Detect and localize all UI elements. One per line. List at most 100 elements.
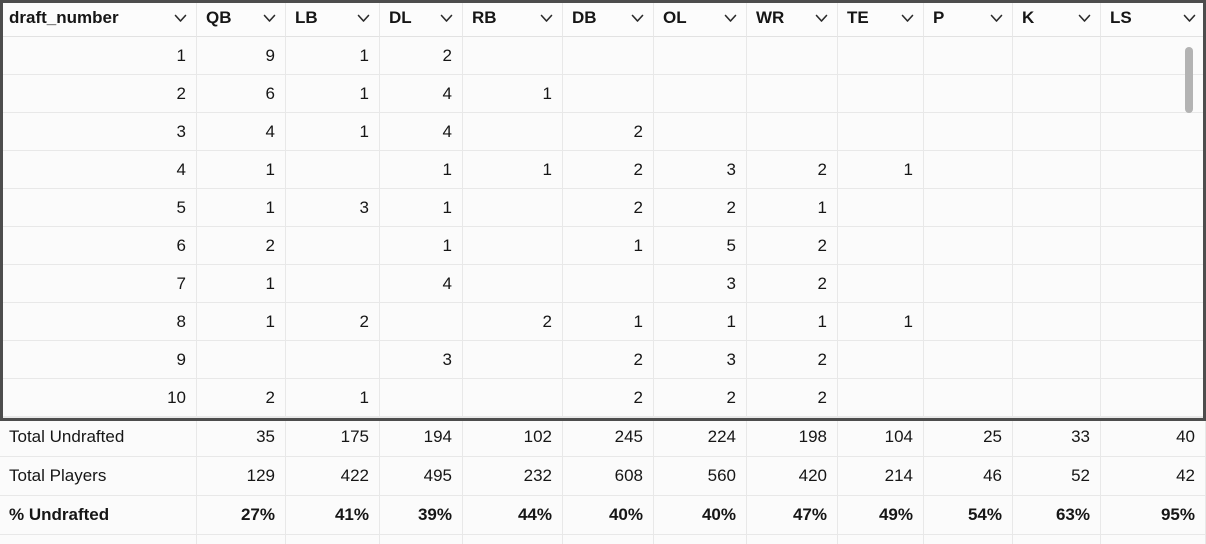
cell[interactable]: 27% [197,496,286,535]
chevron-down-icon[interactable] [357,14,370,23]
cell[interactable]: 63% [1013,496,1101,535]
cell[interactable]: 3 [654,151,747,189]
cell[interactable]: 2 [197,227,286,265]
column-header-draft_number[interactable]: draft_number [0,0,197,37]
cell[interactable]: 4 [380,75,463,113]
cell[interactable] [463,265,563,303]
cell[interactable]: 2 [563,189,654,227]
cell[interactable] [654,75,747,113]
cell[interactable] [838,113,924,151]
cell[interactable]: 25 [924,418,1013,457]
chevron-down-icon[interactable] [263,14,276,23]
cell[interactable]: 1 [286,379,380,417]
cell[interactable]: 2 [563,113,654,151]
cell[interactable] [924,189,1013,227]
cell[interactable]: 224 [654,418,747,457]
cell[interactable]: 422 [286,457,380,496]
cell[interactable]: 1 [197,303,286,341]
cell[interactable]: 1 [380,151,463,189]
cell[interactable]: 1 [747,189,838,227]
cell[interactable]: 102 [463,418,563,457]
cell[interactable]: 2 [286,303,380,341]
summary-label[interactable]: % Undrafted [0,496,197,535]
cell[interactable]: 47% [747,496,838,535]
cell[interactable] [747,37,838,75]
cell[interactable]: 6 [0,227,197,265]
column-header-RB[interactable]: RB [463,0,563,37]
cell[interactable]: 3 [654,265,747,303]
cell[interactable]: 3 [0,113,197,151]
vertical-scrollbar-thumb[interactable] [1185,47,1193,113]
chevron-down-icon[interactable] [440,14,453,23]
cell[interactable]: 9 [197,37,286,75]
cell[interactable] [1101,341,1206,379]
column-header-P[interactable]: P [924,0,1013,37]
cell[interactable] [286,151,380,189]
cell[interactable]: 2 [747,227,838,265]
cell[interactable]: 40% [563,496,654,535]
cell[interactable]: 1 [286,75,380,113]
cell[interactable]: 1 [654,303,747,341]
cell[interactable]: 1 [286,37,380,75]
cell[interactable] [1013,75,1101,113]
column-header-K[interactable]: K [1013,0,1101,37]
cell[interactable] [286,265,380,303]
cell[interactable]: 1 [286,113,380,151]
cell[interactable]: 5 [654,227,747,265]
cell[interactable]: 1 [380,189,463,227]
cell[interactable] [463,227,563,265]
cell[interactable] [286,341,380,379]
cell[interactable]: 2 [654,189,747,227]
cell[interactable] [1101,379,1206,417]
chevron-down-icon[interactable] [174,14,187,23]
cell[interactable]: 2 [563,379,654,417]
cell[interactable] [838,37,924,75]
cell[interactable] [747,113,838,151]
chevron-down-icon[interactable] [990,14,1003,23]
cell[interactable] [1013,265,1101,303]
cell[interactable] [838,189,924,227]
chevron-down-icon[interactable] [901,14,914,23]
cell[interactable]: 1 [197,265,286,303]
cell[interactable]: 46 [924,457,1013,496]
cell[interactable] [1013,341,1101,379]
cell[interactable]: 8 [0,303,197,341]
cell[interactable] [838,379,924,417]
cell[interactable] [924,37,1013,75]
cell[interactable] [463,189,563,227]
cell[interactable]: 129 [197,457,286,496]
cell[interactable] [924,227,1013,265]
cell[interactable] [1101,113,1206,151]
cell[interactable] [838,341,924,379]
cell[interactable] [1013,113,1101,151]
cell[interactable]: 54% [924,496,1013,535]
cell[interactable] [1013,227,1101,265]
cell[interactable]: 35 [197,418,286,457]
cell[interactable] [924,113,1013,151]
cell[interactable] [747,75,838,113]
cell[interactable] [563,75,654,113]
cell[interactable] [838,75,924,113]
summary-label[interactable]: Total Undrafted [0,418,197,457]
column-header-TE[interactable]: TE [838,0,924,37]
cell[interactable] [1013,37,1101,75]
cell[interactable]: 495 [380,457,463,496]
cell[interactable]: 40 [1101,418,1206,457]
cell[interactable]: 1 [838,303,924,341]
cell[interactable]: 1 [0,37,197,75]
cell[interactable]: 1 [197,189,286,227]
column-header-OL[interactable]: OL [654,0,747,37]
summary-label[interactable]: Total Players [0,457,197,496]
cell[interactable]: 1 [838,151,924,189]
cell[interactable]: 2 [463,303,563,341]
cell[interactable] [838,227,924,265]
cell[interactable]: 245 [563,418,654,457]
cell[interactable]: 2 [747,341,838,379]
chevron-down-icon[interactable] [1078,14,1091,23]
cell[interactable] [654,113,747,151]
cell[interactable]: 49% [838,496,924,535]
column-header-WR[interactable]: WR [747,0,838,37]
cell[interactable] [924,151,1013,189]
cell[interactable] [1013,189,1101,227]
cell[interactable]: 1 [463,151,563,189]
